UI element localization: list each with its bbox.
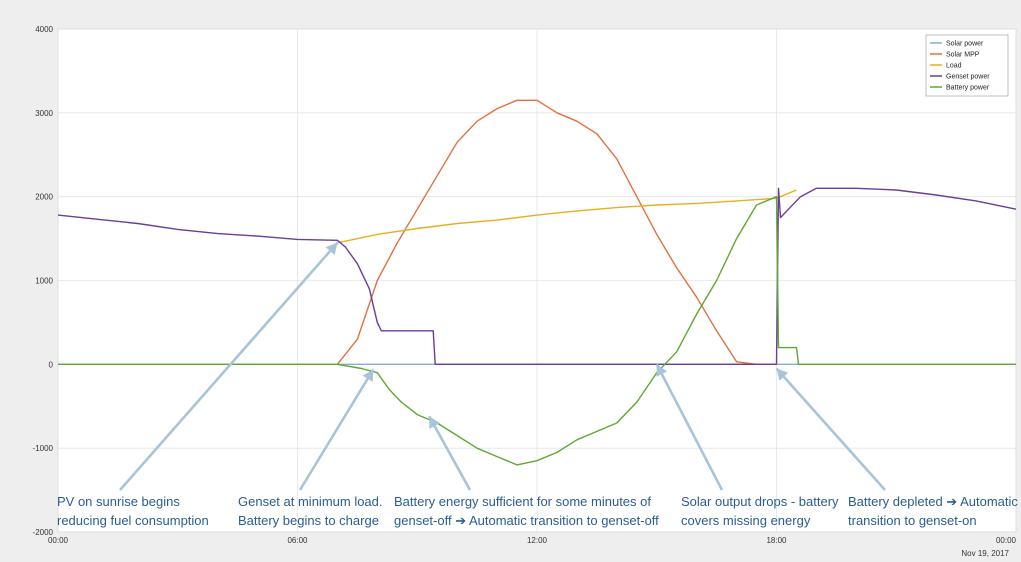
annotation-arrow-head bbox=[325, 242, 338, 255]
annotation-text: reducing fuel consumption bbox=[57, 513, 209, 528]
x-tick-label: 12:00 bbox=[527, 536, 548, 545]
annotation-arrow-head bbox=[656, 364, 668, 377]
annotation-text: Battery begins to charge bbox=[238, 513, 379, 528]
annotation-arrow-head bbox=[362, 369, 374, 382]
y-tick-label: 3000 bbox=[35, 109, 53, 118]
y-tick-label: 4000 bbox=[35, 25, 53, 34]
legend-label: Battery power bbox=[946, 85, 990, 92]
legend-label: Solar MPP bbox=[946, 52, 980, 59]
annotation-text: Genset at minimum load. bbox=[238, 494, 383, 509]
annotation-text: Solar output drops - battery bbox=[681, 494, 839, 509]
grid-lines bbox=[57, 28, 1017, 533]
annotation-arrow-shaft bbox=[775, 367, 886, 491]
annotation-text: Battery depleted ➔ Automatic bbox=[848, 494, 1018, 509]
series-line-load bbox=[337, 189, 797, 244]
x-tick-label: 06:00 bbox=[287, 536, 308, 545]
legend-label: Load bbox=[946, 63, 962, 70]
annotation-text: PV on sunrise begins bbox=[57, 494, 180, 509]
annotation-arrow-shaft bbox=[428, 415, 472, 491]
annotation-text: covers missing energy bbox=[681, 513, 811, 528]
legend-label: Solar power bbox=[946, 41, 984, 48]
y-tick-label: 2000 bbox=[35, 193, 53, 202]
series-line-solar-mpp bbox=[336, 99, 777, 365]
annotation-arrow-head bbox=[776, 368, 789, 381]
annotation-arrow-shaft bbox=[119, 241, 339, 491]
annotation-arrow-shaft bbox=[298, 368, 375, 491]
y-tick-label: -2000 bbox=[33, 528, 54, 537]
annotation-arrow-head bbox=[429, 416, 440, 429]
annotation-text: genset-off ➔ Automatic transition to gen… bbox=[394, 513, 659, 528]
legend-label: Genset power bbox=[946, 74, 990, 81]
annotation-text: transition to genset-on bbox=[848, 513, 977, 528]
annotation-arrow-shaft bbox=[655, 363, 724, 491]
series-lines bbox=[57, 99, 1017, 466]
x-tick-label: 00:00 bbox=[48, 536, 69, 545]
annotation-text: Battery energy sufficient for some minut… bbox=[394, 494, 651, 509]
annotations: PV on sunrise begins reducing fuel consum… bbox=[57, 241, 1018, 528]
legend: Solar power Solar MPP Load Genset power Batt… bbox=[925, 34, 1009, 97]
axis-ticks: -2000 -1000 0 1000 2000 3000 4000 00:00 06:00 12:… bbox=[33, 25, 1017, 545]
series-line-genset-power bbox=[57, 187, 1017, 365]
date-label: Nov 19, 2017 bbox=[961, 549, 1009, 558]
series-line-battery-power bbox=[58, 195, 1016, 466]
x-tick-label: 18:00 bbox=[766, 536, 787, 545]
x-tick-label: 00:00 bbox=[996, 536, 1017, 545]
y-tick-label: -1000 bbox=[33, 444, 54, 453]
y-tick-label: 1000 bbox=[35, 277, 53, 286]
y-tick-label: 0 bbox=[49, 360, 54, 369]
